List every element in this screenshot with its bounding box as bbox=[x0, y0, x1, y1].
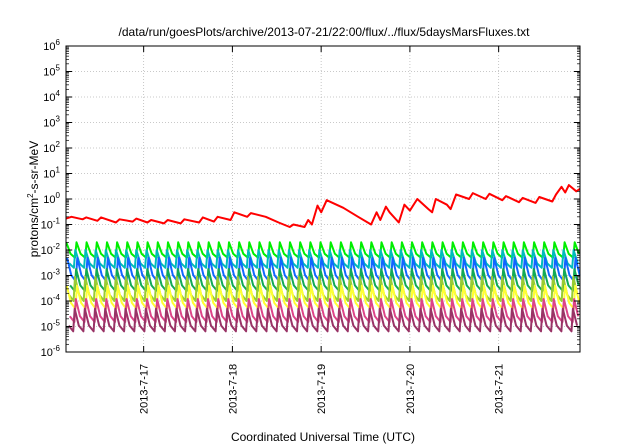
series-line-1 bbox=[65, 184, 581, 228]
chart-title: /data/run/goesPlots/archive/2013-07-21/2… bbox=[119, 25, 531, 39]
series-line-2 bbox=[65, 241, 580, 259]
y-axis-label-base: protons/cm bbox=[27, 198, 41, 257]
series-group bbox=[65, 184, 581, 333]
x-axis-label: Coordinated Universal Time (UTC) bbox=[231, 430, 415, 444]
x-tick-label: 2013-7-19 bbox=[316, 364, 328, 414]
y-tick-label: 10-5 bbox=[41, 319, 61, 334]
y-tick-label: 10-4 bbox=[41, 293, 61, 308]
series-line-7 bbox=[65, 284, 581, 310]
y-tick-label: 104 bbox=[43, 89, 60, 104]
y-tick-label: 10-3 bbox=[41, 268, 61, 283]
y-axis-label-rest: -s-sr-MeV bbox=[27, 141, 41, 194]
y-axis-label: protons/cm2-s-sr-MeV bbox=[26, 141, 41, 257]
y-tick-label: 102 bbox=[43, 140, 60, 155]
y-axis: 10-6 10-5 10-4 10-3 10-2 10-1 100 101 102 103 104 1… bbox=[41, 38, 580, 359]
y-tick-label: 10-2 bbox=[41, 242, 61, 257]
x-tick-label: 2013-7-18 bbox=[227, 364, 239, 414]
y-tick-label: 105 bbox=[43, 64, 60, 79]
series-line-9 bbox=[67, 307, 579, 333]
series-line-4 bbox=[66, 256, 581, 283]
x-tick-label: 2013-7-21 bbox=[494, 364, 506, 414]
x-axis: 2013-7-17 2013-7-18 2013-7-19 2013-7-20 2013… bbox=[139, 46, 506, 414]
y-tick-label: 106 bbox=[43, 38, 60, 53]
y-tick-label: 10-1 bbox=[41, 217, 61, 232]
y-tick-label: 101 bbox=[43, 166, 60, 181]
x-tick-label: 2013-7-17 bbox=[139, 364, 151, 414]
y-axis-label-exp: 2 bbox=[26, 193, 35, 198]
y-tick-label: 10-6 bbox=[41, 344, 61, 359]
y-tick-label: 100 bbox=[43, 191, 60, 206]
x-tick-label: 2013-7-20 bbox=[405, 364, 417, 414]
y-tick-label: 103 bbox=[43, 115, 60, 130]
